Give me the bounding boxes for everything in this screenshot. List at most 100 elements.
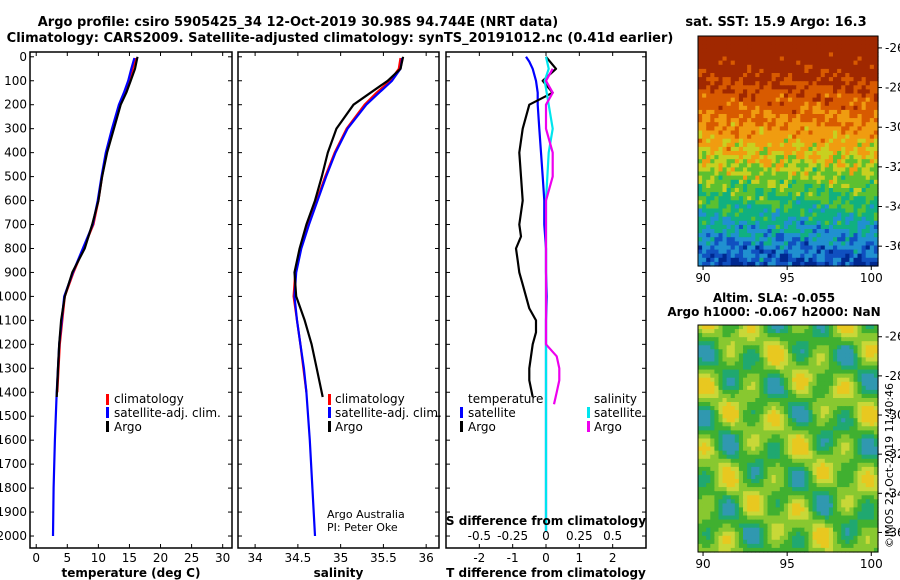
map-cell-sla-map (816, 357, 822, 363)
map-cell-sla-map (779, 333, 785, 338)
map-cell-sst-map (726, 134, 732, 140)
map-cell-sst-map (714, 216, 720, 222)
map-cell-sst-map (861, 89, 867, 95)
xtick-label-differences: 2 (609, 551, 617, 565)
map-cell-sla-map (714, 398, 720, 403)
map-cell-sla-map (738, 369, 744, 375)
map-cell-sla-map (869, 442, 875, 448)
map-cell-sst-map (718, 212, 724, 218)
map-cell-sst-map (779, 151, 785, 156)
map-cell-sst-map (775, 224, 781, 230)
map-cell-sst-map (698, 241, 703, 247)
map-cell-sst-map (853, 44, 859, 49)
map-cell-sst-map (706, 118, 711, 123)
map-cell-sla-map (800, 430, 805, 436)
map-cell-sla-map (698, 393, 703, 399)
map-cell-sla-map (792, 393, 797, 399)
map-cell-sla-map (771, 402, 777, 407)
map-cell-sla-map (812, 349, 818, 354)
map-cell-sst-map (710, 56, 715, 62)
map-cell-sst-map (751, 97, 756, 103)
map-cell-sst-map (808, 167, 814, 173)
map-cell-sst-map (833, 56, 838, 62)
ytick-label: 500 (4, 170, 27, 184)
map-cell-sla-map (788, 426, 793, 431)
map-cell-sst-map (743, 48, 748, 53)
map-cell-sla-map (812, 333, 818, 338)
map-cell-sst-map (812, 159, 818, 164)
map-cell-sst-map (743, 97, 748, 103)
map-cell-sla-map (824, 454, 830, 460)
map-cell-sst-map (816, 212, 822, 218)
map-cell-sla-map (824, 515, 830, 521)
map-cell-sst-map (833, 163, 838, 168)
map-cell-sla-map (743, 357, 748, 363)
map-cell-sla-map (710, 458, 715, 464)
map-cell-sst-map (837, 163, 842, 168)
map-cell-sst-map (869, 167, 875, 173)
map-cell-sst-map (751, 229, 756, 234)
map-cell-sla-map (751, 507, 756, 513)
map-cell-sst-map (824, 249, 830, 255)
map-cell-sla-map (837, 369, 842, 375)
map-cell-sst-map (706, 159, 711, 164)
map-cell-sst-map (783, 44, 789, 49)
map-cell-sst-map (779, 93, 785, 99)
map-cell-sst-map (763, 261, 769, 267)
map-cell-sst-map (865, 142, 871, 148)
map-cell-sla-map (800, 369, 805, 375)
map-cell-sst-map (743, 159, 748, 164)
map-cell-sst-map (710, 229, 715, 234)
map-cell-sst-map (698, 85, 703, 90)
map-cell-sst-map (743, 64, 748, 70)
map-cell-sst-map (845, 73, 850, 78)
map-cell-sla-map (747, 454, 752, 460)
map-cell-sst-map (783, 85, 789, 90)
map-cell-sla-map (775, 377, 781, 383)
map-cell-sla-map (771, 519, 777, 525)
map-cell-sst-map (804, 105, 810, 111)
map-cell-sla-map (808, 361, 814, 367)
map-cell-sla-map (833, 515, 838, 521)
map-cell-sst-map (747, 44, 752, 49)
map-cell-sla-map (743, 329, 748, 334)
map-cell-sla-map (853, 479, 859, 484)
map-cell-sst-map (857, 257, 863, 263)
map-cell-sst-map (849, 192, 855, 197)
map-cell-sla-map (738, 446, 744, 452)
map-cell-sst-map (845, 171, 850, 177)
map-cell-sst-map (706, 192, 711, 197)
map-cell-sla-map (865, 329, 871, 334)
map-cell-sla-map (808, 341, 814, 346)
map-cell-sla-map (800, 337, 805, 342)
map-cell-sst-map (861, 171, 867, 177)
map-cell-sla-map (775, 329, 781, 334)
map-cell-sst-map (796, 233, 801, 238)
map-cell-sla-map (853, 329, 859, 334)
map-cell-sst-map (865, 68, 871, 74)
map-cell-sst-map (767, 77, 773, 82)
map-cell-sla-map (783, 422, 789, 427)
map-cell-sla-map (775, 531, 781, 537)
map-cell-sst-map (845, 175, 850, 181)
map-cell-sla-map (783, 325, 789, 330)
map-cell-sst-map (779, 101, 785, 107)
map-cell-sla-map (828, 361, 834, 367)
map-cell-sst-map (771, 241, 777, 247)
map-cell-sst-map (869, 146, 875, 152)
map-cell-sla-map (775, 511, 781, 517)
map-cell-sla-map (730, 511, 736, 517)
map-cell-sla-map (702, 446, 707, 452)
map-cell-sst-map (783, 52, 789, 58)
map-cell-sst-map (702, 118, 707, 123)
map-cell-sst-map (804, 220, 810, 226)
map-cell-sst-map (833, 224, 838, 230)
map-cell-sla-map (816, 410, 822, 415)
map-cell-sla-map (828, 450, 834, 456)
map-cell-sla-map (706, 418, 711, 423)
map-cell-sla-map (706, 422, 711, 427)
map-cell-sla-map (718, 373, 724, 379)
map-cell-sst-map (783, 130, 789, 136)
map-cell-sst-map (849, 93, 855, 99)
map-cell-sla-map (710, 479, 715, 484)
